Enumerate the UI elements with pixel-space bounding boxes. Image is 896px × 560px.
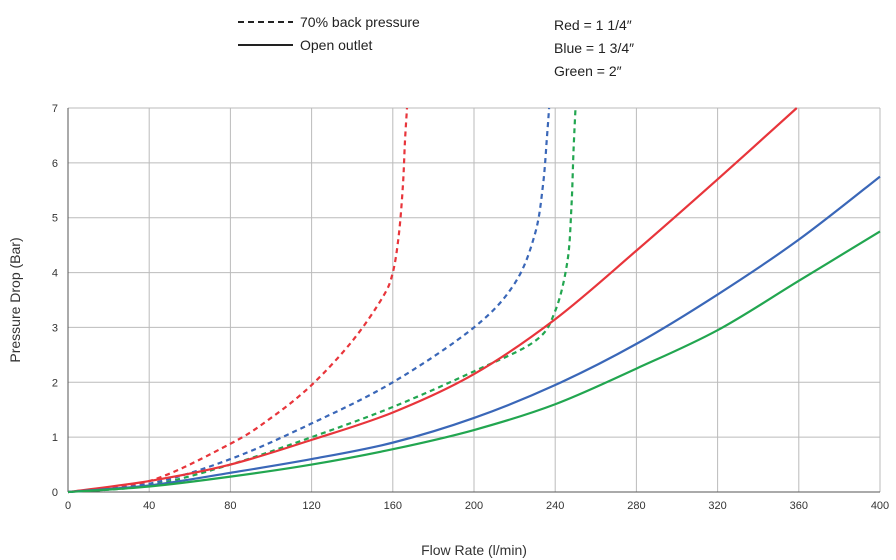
x-axis-label: Flow Rate (l/min) (421, 542, 527, 558)
series-line-blue-solid (67, 175, 881, 494)
x-tick-label: 0 (65, 500, 71, 512)
x-tick-label: 400 (871, 500, 889, 512)
tick-labels: 0 40 80 120 160 200 240 280 320 360 400 0 1 2 3 4 5 6 7 (52, 103, 889, 512)
legend-red-label: Red = 1 1/4″ (554, 17, 632, 33)
y-tick-label: 1 (52, 432, 58, 444)
y-tick-label: 7 (52, 103, 58, 115)
series-line-green-dashed (67, 107, 577, 494)
y-tick-label: 2 (52, 377, 58, 389)
legend-colors: Red = 1 1/4″ Blue = 1 3/4″ Green = 2″ (554, 17, 634, 79)
x-tick-label: 80 (224, 500, 236, 512)
series-line-red-solid (67, 107, 798, 494)
y-axis-label: Pressure Drop (Bar) (7, 237, 23, 362)
x-tick-label: 360 (790, 500, 808, 512)
legend-dashed-label: 70% back pressure (300, 14, 420, 30)
series-group (67, 107, 881, 494)
y-tick-label: 3 (52, 322, 58, 334)
y-tick-label: 0 (52, 487, 58, 499)
series-line-blue-dashed (67, 107, 551, 494)
x-tick-label: 200 (465, 500, 483, 512)
x-tick-label: 280 (627, 500, 645, 512)
grid (67, 107, 881, 493)
series-line-green-solid (67, 230, 881, 494)
legend-solid-label: Open outlet (300, 37, 372, 53)
series-line-red-dashed (67, 107, 409, 494)
x-tick-label: 160 (384, 500, 402, 512)
y-tick-label: 5 (52, 213, 58, 225)
y-tick-label: 4 (52, 268, 58, 280)
legend-blue-label: Blue = 1 3/4″ (554, 40, 634, 56)
x-tick-label: 320 (708, 500, 726, 512)
x-tick-label: 240 (546, 500, 564, 512)
x-tick-label: 40 (143, 500, 155, 512)
x-tick-label: 120 (302, 500, 320, 512)
y-tick-label: 6 (52, 158, 58, 170)
legend-linestyle: 70% back pressure Open outlet (238, 14, 420, 53)
legend-green-label: Green = 2″ (554, 63, 622, 79)
